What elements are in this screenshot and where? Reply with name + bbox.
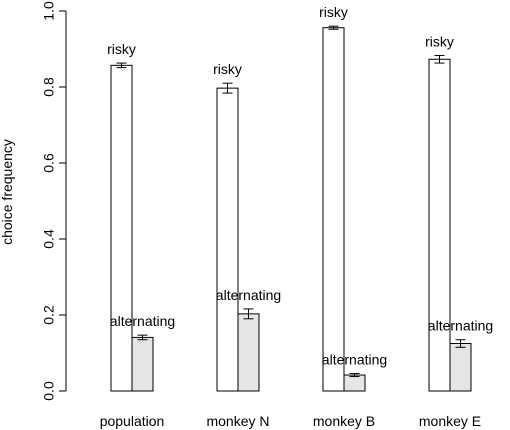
bar-label-alternating: alternating	[322, 352, 387, 368]
error-bar	[328, 25, 339, 30]
x-tick-label: monkey N	[206, 413, 269, 429]
x-tick-label: monkey E	[419, 413, 481, 429]
bar-alternating	[131, 336, 154, 392]
bar-alternating	[237, 313, 260, 392]
error-bar	[455, 339, 466, 348]
y-tick-label: 0.8	[41, 77, 57, 97]
bar-label-alternating: alternating	[110, 313, 175, 329]
y-tick-label: 0.0	[41, 381, 57, 401]
x-tick-label: monkey B	[313, 413, 375, 429]
y-axis-label: choice frequency	[0, 139, 15, 245]
bar-alternating	[343, 374, 366, 392]
y-axis: 0.0 0.2 0.4 0.6 0.8 1.0	[41, 1, 67, 401]
bar-label-risky: risky	[107, 41, 136, 57]
x-tick-label: population	[100, 413, 165, 429]
bar-risky	[110, 64, 133, 392]
bar-risky	[428, 58, 451, 392]
bar-label-risky: risky	[213, 61, 242, 77]
bar-label-alternating: alternating	[216, 287, 281, 303]
error-bar	[243, 308, 254, 320]
error-bar	[349, 373, 360, 378]
y-tick-label: 0.6	[41, 153, 57, 173]
y-tick-label: 1.0	[41, 1, 57, 21]
bar-risky	[216, 87, 239, 392]
y-tick-label: 0.2	[41, 305, 57, 325]
y-tick-label: 0.4	[41, 229, 57, 249]
error-bar	[222, 82, 233, 94]
bar-alternating	[449, 343, 472, 392]
error-bar	[137, 334, 148, 341]
error-bar	[116, 62, 127, 69]
x-tick-labels: population monkey N monkey B monkey E	[100, 413, 481, 429]
bar-label-risky: risky	[425, 33, 454, 49]
bar-risky	[322, 27, 345, 392]
error-bar	[434, 54, 445, 64]
bar-label-risky: risky	[319, 4, 348, 20]
bar-label-alternating: alternating	[428, 318, 493, 334]
bars: risky alternating risky alternating risky alt…	[107, 4, 493, 392]
